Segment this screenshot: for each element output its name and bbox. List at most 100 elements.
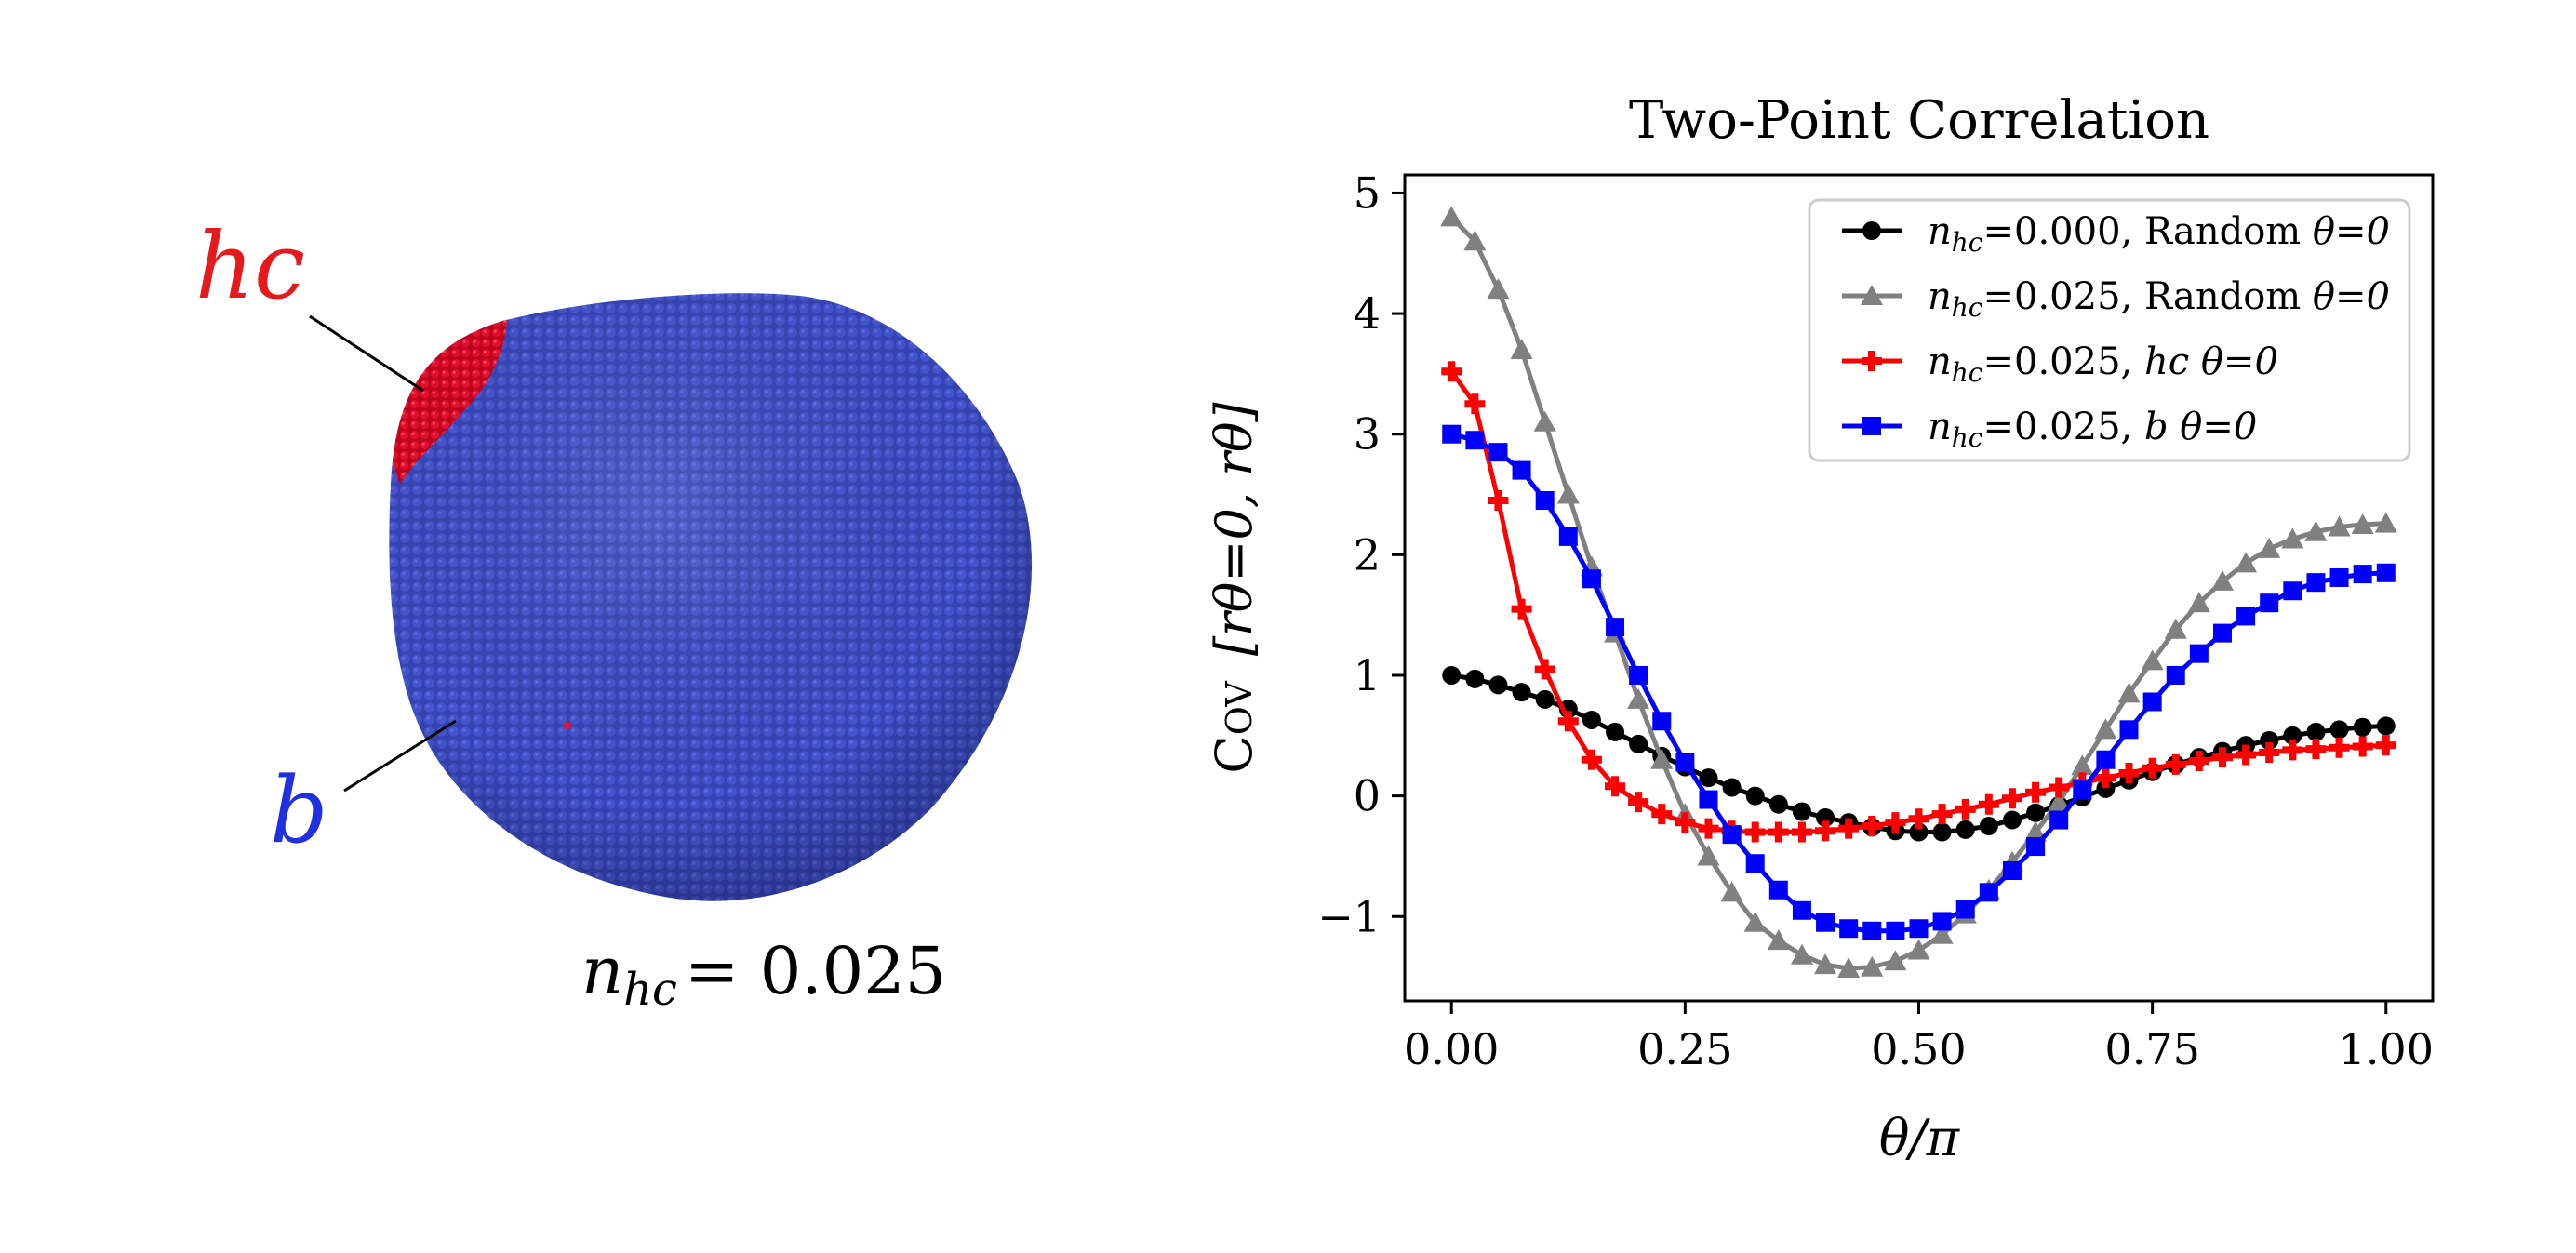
series-0-point xyxy=(1792,802,1811,821)
series-0-point xyxy=(1722,778,1742,797)
series-1-point xyxy=(2235,552,2258,573)
series-layer xyxy=(1440,206,2397,978)
series-3 xyxy=(1442,424,2396,940)
series-3-point xyxy=(1839,919,1859,939)
series-1-point xyxy=(1884,950,1907,971)
series-1-point xyxy=(2117,682,2141,703)
chart: Two-Point Correlation 0.00 0.25 0.50 0.75 1.… xyxy=(1205,90,2435,1167)
series-0-point xyxy=(2002,810,2022,830)
series-2-point xyxy=(1605,776,1626,797)
series-3-point xyxy=(2260,593,2279,613)
series-2 xyxy=(1441,361,2396,843)
b-pointer-line xyxy=(343,719,457,793)
series-2-point xyxy=(2165,753,2186,775)
series-2-point xyxy=(1698,818,1719,839)
series-2-point xyxy=(1978,793,1999,815)
series-1-point xyxy=(2024,820,2048,842)
series-1-point xyxy=(2094,718,2117,740)
series-2-point xyxy=(1955,798,1976,820)
series-1-point xyxy=(2304,520,2328,541)
series-1-point xyxy=(2374,512,2397,533)
series-1-point xyxy=(2164,618,2187,639)
legend-entry-0-marker xyxy=(1862,221,1881,240)
series-2-point xyxy=(2282,740,2303,761)
series-3-point xyxy=(2002,860,2022,880)
series-3-point xyxy=(1745,854,1765,873)
series-3-point xyxy=(1582,569,1601,589)
y-tick-label: 0 xyxy=(1354,771,1381,821)
series-1-point xyxy=(1697,845,1720,866)
series-2-point xyxy=(1441,361,1462,382)
legend-entry-3-marker xyxy=(1862,417,1881,435)
series-1-point xyxy=(1930,923,1954,944)
legend-entry-2-label: nhc=0.025, hc θ=0 xyxy=(1928,340,2278,388)
x-tick-label: 0.00 xyxy=(1404,1024,1499,1074)
legend-markers xyxy=(1842,221,1902,435)
x-tick-label: 0.25 xyxy=(1637,1024,1732,1074)
nhc-caption: nhc = 0.025 xyxy=(581,933,946,1016)
series-1-point xyxy=(2258,537,2281,558)
series-3-point xyxy=(2306,573,2326,593)
series-2-point xyxy=(2001,788,2022,809)
series-1-point xyxy=(2071,754,2094,776)
series-0-point xyxy=(1955,820,1975,839)
nhc-caption-eq: = 0.025 xyxy=(685,933,946,1009)
series-3-point xyxy=(1558,527,1578,546)
series-2-point xyxy=(1651,804,1673,825)
series-3-point xyxy=(2212,623,2232,643)
series-1-point xyxy=(1440,206,1463,227)
series-0-point xyxy=(2026,803,2046,822)
y-tick-label: −1 xyxy=(1317,891,1381,941)
nhc-caption-var: n xyxy=(581,933,623,1009)
series-3-point xyxy=(1535,491,1555,511)
series-1-point xyxy=(1837,956,1861,978)
series-2-point xyxy=(1581,749,1602,770)
series-2-point xyxy=(2025,781,2047,803)
series-2-point xyxy=(2211,747,2233,768)
series-2-point xyxy=(1862,816,1883,837)
legend-entry-3-label: nhc=0.025, b θ=0 xyxy=(1928,406,2257,453)
series-3-point xyxy=(1862,921,1882,940)
series-1-point xyxy=(2328,515,2351,537)
series-3-point xyxy=(2119,720,2139,740)
series-0-point xyxy=(1768,794,1788,814)
series-3-point xyxy=(1722,825,1742,845)
series-0-point xyxy=(1909,822,1929,842)
series-0-point xyxy=(2329,720,2349,740)
series-1-point xyxy=(1767,929,1790,951)
x-tick-label: 1.00 xyxy=(2339,1024,2434,1074)
blob-shading xyxy=(389,293,1033,901)
legend-entry-1-marker xyxy=(1861,285,1883,305)
series-3-point xyxy=(1652,712,1672,731)
series-2-point xyxy=(2095,767,2116,789)
series-3-point xyxy=(1606,618,1625,637)
y-axis-ticks: −1 0 1 2 3 4 5 xyxy=(1317,167,1405,941)
series-2-point xyxy=(2236,744,2257,766)
series-0-point xyxy=(2306,722,2326,741)
series-3-point xyxy=(1629,665,1648,685)
y-axis-label-base: Cov xyxy=(1205,681,1263,774)
series-2-point xyxy=(1534,659,1555,680)
series-1-point xyxy=(2281,527,2304,549)
y-tick-label: 3 xyxy=(1354,409,1381,460)
series-1-point xyxy=(1861,955,1884,977)
series-0-point xyxy=(2260,730,2279,750)
series-3-point xyxy=(1932,912,1952,931)
series-0-point xyxy=(1932,822,1952,842)
series-0-point xyxy=(1488,675,1508,695)
x-axis-label: θ/π xyxy=(1879,1109,1961,1167)
series-0-point xyxy=(1745,786,1765,806)
series-1-point xyxy=(1814,953,1837,975)
series-0-point xyxy=(2283,726,2302,745)
series-0-point xyxy=(1535,689,1555,709)
series-1-point xyxy=(2141,649,2164,671)
series-0-point xyxy=(2376,716,2396,736)
series-3-point xyxy=(1699,790,1718,809)
series-3-point xyxy=(2376,563,2396,582)
series-0-point xyxy=(2096,779,2116,798)
series-3-point xyxy=(2049,810,2069,830)
series-2-point xyxy=(2049,777,2070,798)
series-3-point xyxy=(1955,900,1975,919)
series-3-point xyxy=(1792,900,1811,920)
series-1-point xyxy=(2210,569,2234,591)
